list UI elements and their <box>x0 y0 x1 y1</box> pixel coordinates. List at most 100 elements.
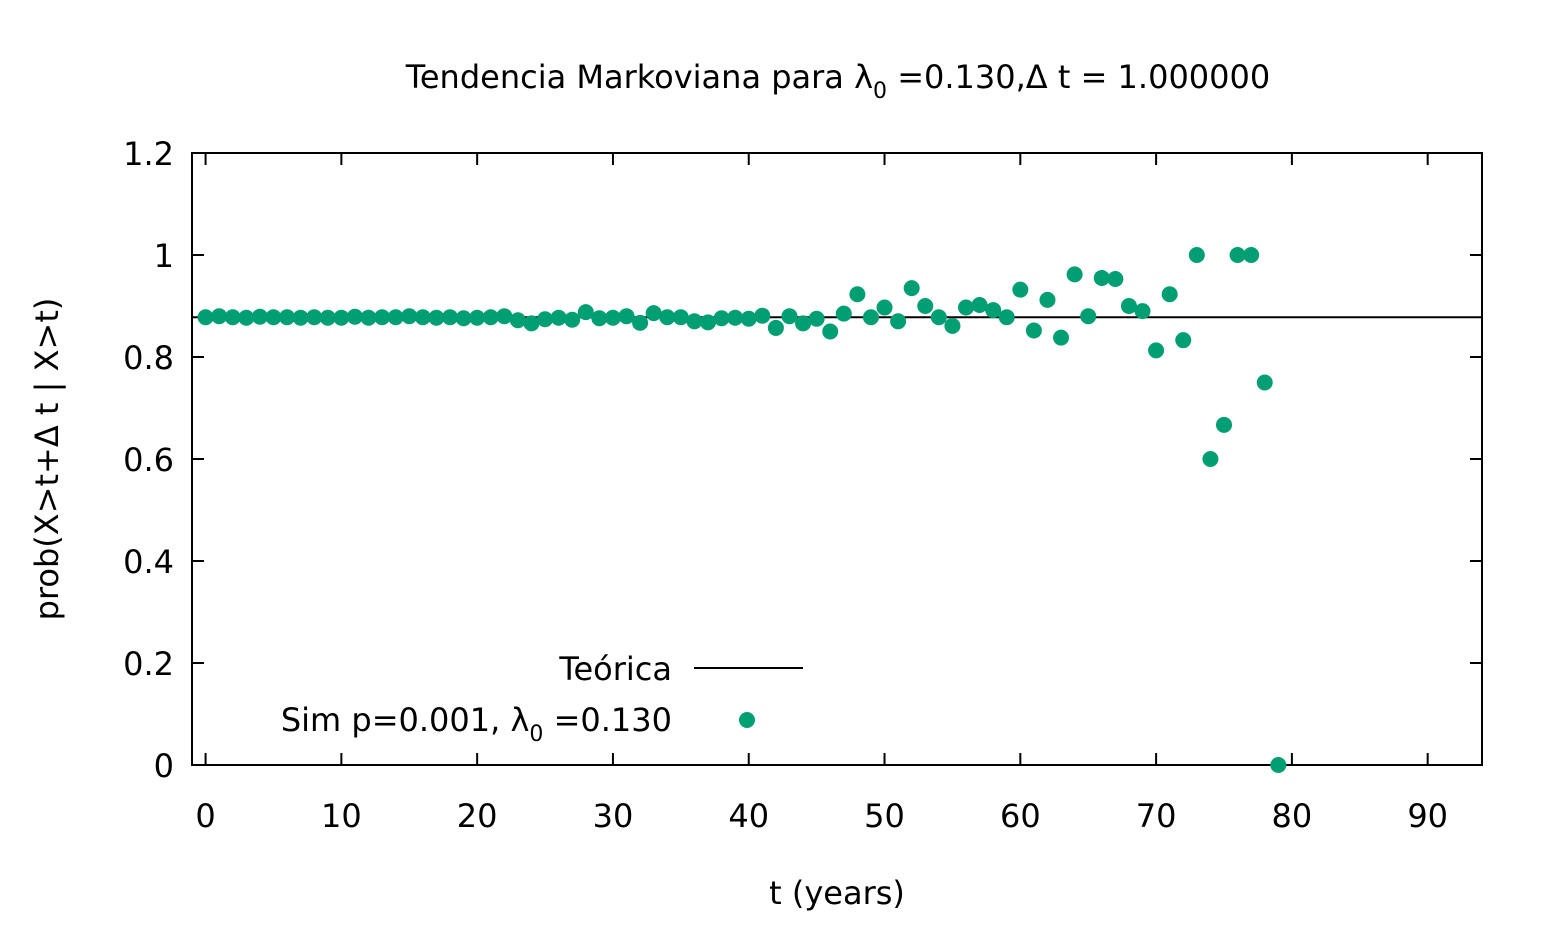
data-point <box>523 315 540 332</box>
data-point <box>727 309 744 326</box>
data-point <box>211 308 228 325</box>
x-tick-label: 60 <box>1000 797 1041 835</box>
data-point <box>442 309 458 326</box>
data-point <box>1148 342 1165 359</box>
data-point <box>1188 247 1205 263</box>
legend-swatch-sim <box>739 712 755 728</box>
data-point <box>659 309 676 326</box>
data-point <box>1243 247 1260 263</box>
legend-label-sim-subscript: 0 <box>529 722 543 747</box>
x-tick-label: 50 <box>864 797 905 835</box>
data-point <box>401 308 418 325</box>
axis-ticks <box>192 152 1482 766</box>
data-point <box>944 317 961 334</box>
data-point <box>319 309 336 326</box>
data-point <box>1025 322 1042 339</box>
data-point <box>428 309 445 326</box>
data-point <box>740 310 757 327</box>
data-point <box>564 311 581 328</box>
data-point <box>645 305 662 322</box>
data-point <box>1080 308 1097 325</box>
data-point <box>822 323 839 340</box>
data-point <box>197 309 214 326</box>
data-point <box>1175 332 1192 349</box>
legend-label-theorica: Teórica <box>558 650 672 688</box>
data-point <box>876 299 893 316</box>
data-point <box>618 308 635 325</box>
data-point <box>265 309 282 326</box>
data-point <box>1256 374 1273 391</box>
data-point <box>333 309 350 326</box>
data-point <box>414 309 431 326</box>
data-point <box>1134 303 1151 320</box>
y-tick-label: 0.8 <box>123 339 174 377</box>
data-point <box>849 286 866 303</box>
data-point <box>496 308 513 325</box>
data-point <box>781 308 798 325</box>
x-tick-label: 90 <box>1407 797 1448 835</box>
x-tick-label: 30 <box>593 797 634 835</box>
data-point <box>686 313 703 330</box>
data-point <box>862 309 879 326</box>
chart-title-main: Tendencia Markoviana para λ <box>405 58 873 96</box>
y-tick-label: 1.2 <box>123 135 174 173</box>
data-point <box>700 314 716 331</box>
plot-frame <box>191 152 1483 766</box>
data-point <box>279 309 296 326</box>
data-point <box>346 308 363 325</box>
data-point <box>251 308 268 325</box>
data-point <box>998 309 1015 326</box>
data-point <box>224 309 241 326</box>
data-point <box>360 309 377 326</box>
data-point <box>550 309 567 326</box>
chart-title: Tendencia Markoviana para λ0 =0.130,Δ t … <box>405 58 1270 104</box>
data-point <box>1039 291 1056 308</box>
data-point <box>1161 286 1178 303</box>
tick-labels: 0 10 20 30 40 50 60 70 80 90 0 0.2 0.4 0.6 0.8 1 1.2 <box>123 135 1448 835</box>
data-point <box>537 311 554 328</box>
data-point <box>903 280 920 297</box>
data-point <box>1120 298 1137 314</box>
data-point <box>1012 281 1029 298</box>
data-point <box>767 319 784 336</box>
data-point <box>672 309 689 326</box>
data-point <box>754 307 771 324</box>
legend-label-sim: Sim p=0.001, λ0 =0.130 <box>281 701 672 747</box>
data-point <box>930 309 947 326</box>
y-tick-label: 1 <box>154 237 174 275</box>
data-point <box>1107 270 1124 287</box>
x-axis-label: t (years) <box>769 874 905 912</box>
data-point <box>577 304 594 321</box>
y-tick-label: 0 <box>154 747 174 785</box>
data-point <box>1093 269 1110 286</box>
data-point <box>292 309 309 326</box>
chart-title-rest: =0.130,Δ t = 1.000000 <box>887 58 1270 96</box>
data-point <box>387 309 404 326</box>
data-point <box>713 310 730 327</box>
y-tick-label: 0.4 <box>123 543 174 581</box>
data-point <box>455 310 472 327</box>
y-tick-label: 0.2 <box>123 645 174 683</box>
data-point <box>958 299 974 316</box>
legend: Teórica Sim p=0.001, λ0 =0.130 <box>281 650 803 747</box>
data-point <box>808 310 825 327</box>
data-point <box>374 309 391 326</box>
data-point <box>1053 329 1070 346</box>
x-tick-label: 0 <box>195 797 215 835</box>
x-tick-label: 40 <box>728 797 769 835</box>
data-point <box>917 298 934 314</box>
data-point <box>604 309 621 326</box>
data-point <box>890 313 907 330</box>
data-point <box>1202 451 1219 467</box>
data-point <box>971 296 988 313</box>
data-point <box>306 309 323 326</box>
data-point <box>1270 757 1287 773</box>
data-point <box>985 302 1002 319</box>
x-tick-label: 80 <box>1272 797 1313 835</box>
x-tick-label: 70 <box>1136 797 1177 835</box>
y-axis-label: prob(X>t+Δ t | X>t) <box>28 298 66 621</box>
y-tick-label: 0.6 <box>123 441 174 479</box>
data-point <box>1229 247 1246 263</box>
data-point <box>482 309 499 326</box>
